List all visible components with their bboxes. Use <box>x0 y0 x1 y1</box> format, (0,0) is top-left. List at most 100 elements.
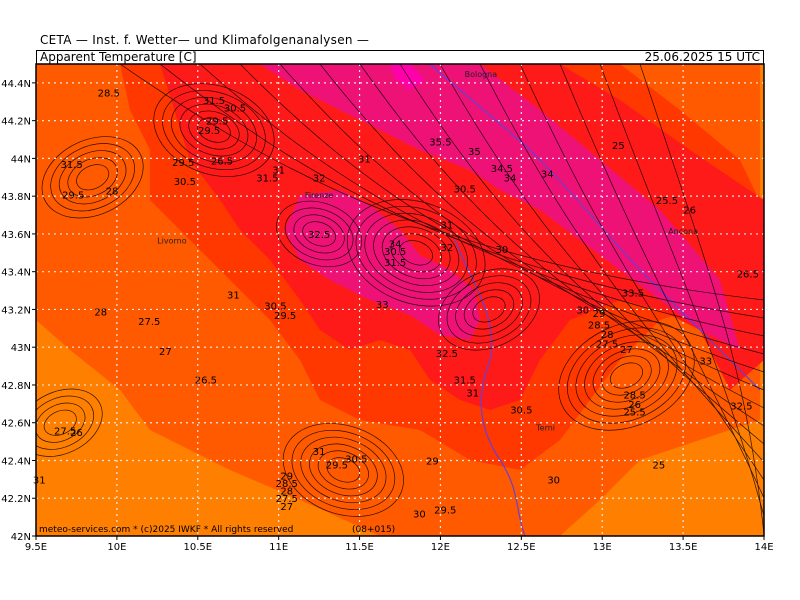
contour-label: 26 <box>628 400 641 411</box>
isoline <box>438 268 540 351</box>
contour-label: 29.5 <box>172 158 194 169</box>
isoline <box>463 289 515 330</box>
isoline <box>162 90 266 171</box>
band-above-36 <box>390 64 425 90</box>
isoline <box>36 395 94 450</box>
contour-label: 27.5 <box>596 339 618 350</box>
band-34-36-inland <box>285 190 480 340</box>
contour-label: 32 <box>441 243 454 254</box>
y-tick-label: 43N <box>11 343 31 354</box>
contour-label: 30.5 <box>224 103 246 114</box>
isoline <box>472 296 506 323</box>
contour-label: 25.5 <box>656 196 678 207</box>
contour-label: 31 <box>272 166 285 177</box>
axis-ticks: 9.5E 10E 10.5E 11E 11.5E 12E 12.5E 13E 13.5E 14E 4… <box>1 79 773 553</box>
contour-label: 26.5 <box>195 375 217 386</box>
isoline <box>199 64 764 337</box>
contour-label: 33 <box>376 300 389 311</box>
isoline <box>390 233 442 273</box>
contour-label: 29.5 <box>198 126 220 137</box>
isoline <box>119 64 764 301</box>
contour-label: 29.5 <box>434 506 456 517</box>
contour-label: 30 <box>413 509 426 520</box>
contour-label: 29 <box>426 456 439 467</box>
contour-label: 30.5 <box>264 302 286 313</box>
isoline <box>609 362 643 389</box>
contour-label: 28 <box>280 487 293 498</box>
contour-label: 28.5 <box>588 321 610 332</box>
contour-label: 32.5 <box>730 402 752 413</box>
y-tick-label: 43.8N <box>1 192 31 203</box>
isoline <box>575 334 678 417</box>
contour-label: 35.5 <box>429 137 451 148</box>
contour-label: 28.5 <box>98 88 120 99</box>
contour-label: 27 <box>620 345 633 356</box>
copyright-footer: meteo-services.com * (c)2025 IWKF * All … <box>39 525 293 535</box>
contour-label: 31.5 <box>384 258 406 269</box>
isoline <box>58 150 127 205</box>
x-tick-label: 11.5E <box>345 542 374 553</box>
x-tick-label: 12.5E <box>507 542 536 553</box>
contour-label: 28 <box>106 186 119 197</box>
contour-label: 31 <box>466 389 479 400</box>
isoline <box>592 348 661 403</box>
contour-label: 26.5 <box>211 156 233 167</box>
contour-label: 28.5 <box>276 479 298 490</box>
x-tick-label: 13E <box>593 542 612 553</box>
contour-label: 26.5 <box>737 270 759 281</box>
isoline <box>326 457 361 483</box>
isoline <box>399 240 433 266</box>
contour-label: 30.5 <box>174 177 196 188</box>
y-tick-label: 42.8N <box>1 381 31 392</box>
coastline <box>429 64 761 391</box>
isoline <box>76 164 110 191</box>
parameter-title: Apparent Temperature [C] <box>40 50 197 64</box>
lat-lon-grid <box>36 64 764 536</box>
isoline <box>284 207 354 261</box>
x-tick-label: 10E <box>107 542 126 553</box>
contour-label: 33 <box>699 356 712 367</box>
isoline <box>373 219 460 286</box>
contour-label: 31 <box>313 447 326 458</box>
contour-label: 34 <box>541 170 554 181</box>
isoline <box>159 64 764 319</box>
contour-label: 29 <box>593 309 606 320</box>
product-header: CETA — Inst. f. Wetter— und Klimafolgena… <box>40 33 370 47</box>
contour-label: 31 <box>33 475 46 486</box>
contour-label: 27.5 <box>138 317 160 328</box>
contour-label: 29.5 <box>206 117 228 128</box>
isoline <box>381 226 451 280</box>
isoline <box>291 429 396 510</box>
isoline <box>300 436 387 504</box>
contour-label: 30 <box>576 305 589 316</box>
contour-label: 25 <box>612 141 625 152</box>
contour-label: 31.5 <box>256 173 278 184</box>
contour-label: 31.5 <box>203 96 225 107</box>
isoline <box>439 64 764 445</box>
contour-label: 31.5 <box>60 160 82 171</box>
isolines <box>36 64 764 535</box>
isoline <box>276 200 363 268</box>
isoline <box>36 388 103 457</box>
isoline <box>282 423 404 517</box>
contour-label: 25.5 <box>623 407 645 418</box>
temperature-field <box>36 64 764 536</box>
contour-label: 30.5 <box>384 247 406 258</box>
y-tick-label: 43.6N <box>1 230 31 241</box>
contour-label: 29.5 <box>62 190 84 201</box>
x-tick-label: 13.5E <box>669 542 698 553</box>
y-tick-label: 42.4N <box>1 456 31 467</box>
isoline <box>41 136 144 219</box>
isoline <box>364 212 468 293</box>
y-tick-label: 44.4N <box>1 79 31 90</box>
contour-label: 30.5 <box>345 455 367 466</box>
contour-label: 30 <box>547 475 560 486</box>
contour-label: 26 <box>70 428 83 439</box>
y-tick-label: 42N <box>11 532 31 543</box>
isoline <box>67 157 118 198</box>
river-tevere <box>454 239 526 536</box>
contour-label: 29.5 <box>326 460 348 471</box>
y-tick-label: 44.2N <box>1 117 31 128</box>
contour-label: 30 <box>496 245 509 256</box>
